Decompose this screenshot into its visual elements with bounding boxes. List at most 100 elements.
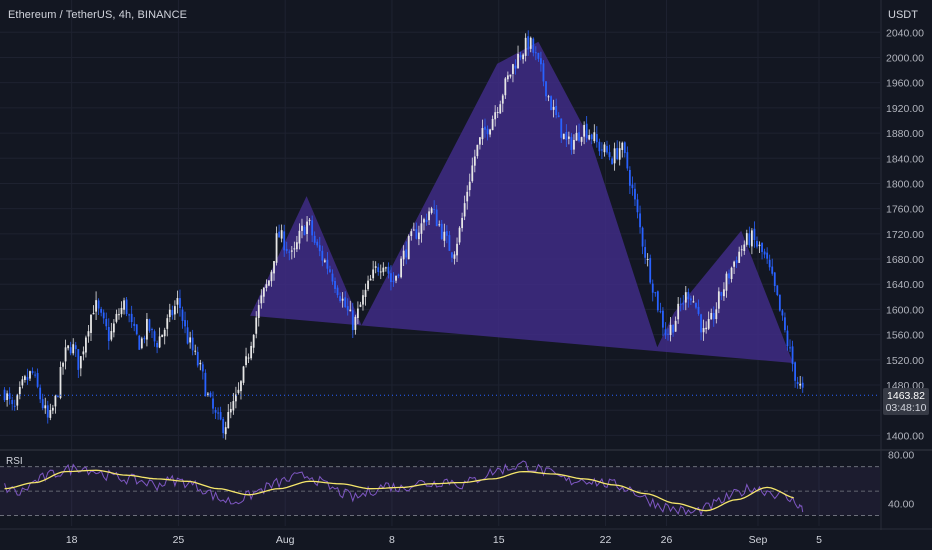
- candle-body: [656, 291, 659, 311]
- candle-down: [756, 236, 758, 249]
- candles: [3, 30, 804, 440]
- candle-down: [128, 313, 131, 323]
- candle-body: [456, 243, 458, 256]
- candle-body: [67, 345, 70, 349]
- candle-body: [265, 284, 268, 288]
- candle-down: [545, 81, 547, 101]
- candle-down: [390, 265, 392, 291]
- candle-body: [49, 410, 52, 418]
- candle-up: [173, 300, 176, 321]
- candle-body: [715, 309, 718, 320]
- candle-body: [77, 349, 80, 370]
- candle-down: [641, 226, 644, 255]
- candle-body: [295, 242, 298, 250]
- candle-down: [105, 312, 108, 331]
- candle-down: [761, 242, 763, 260]
- candle-body: [730, 267, 733, 279]
- candle-body: [212, 398, 214, 409]
- candle-down: [415, 222, 418, 240]
- rsi-panel: [0, 460, 880, 517]
- candle-body: [191, 337, 194, 351]
- candle-up: [723, 282, 725, 301]
- candle-up: [95, 291, 97, 321]
- candle-body: [794, 362, 797, 381]
- candle-body: [234, 394, 237, 402]
- candle-body: [31, 371, 34, 373]
- candle-body: [641, 227, 644, 247]
- candle-up: [118, 308, 120, 320]
- candle-up: [158, 327, 161, 349]
- candle-down: [219, 406, 222, 421]
- candle-up: [707, 311, 710, 331]
- candle-body: [608, 152, 611, 158]
- candle-down: [654, 291, 657, 297]
- candle-up: [674, 316, 677, 332]
- candle-up: [758, 241, 761, 254]
- candle-down: [100, 306, 103, 317]
- candle-up: [491, 115, 494, 131]
- candle-down: [519, 51, 522, 61]
- candle-body: [369, 278, 372, 281]
- candle-body: [522, 54, 525, 60]
- candle-up: [112, 319, 115, 338]
- candle-down: [148, 318, 151, 333]
- candle-up: [567, 131, 570, 145]
- candle-body: [346, 306, 349, 311]
- candle-body: [593, 132, 596, 142]
- candle-up: [423, 217, 425, 231]
- rsi-line: [4, 460, 804, 517]
- candle-body: [743, 244, 746, 251]
- candle-body: [603, 144, 606, 153]
- candle-body: [750, 230, 753, 247]
- candle-body: [397, 274, 400, 277]
- candle-down: [217, 407, 219, 420]
- candle-down: [156, 340, 158, 354]
- candle-down: [595, 126, 598, 148]
- rsi-ma-line: [4, 469, 795, 512]
- candle-body: [552, 106, 555, 110]
- candle-body: [237, 389, 240, 393]
- candle-up: [593, 124, 596, 144]
- candle-body: [438, 224, 441, 226]
- candle-down: [667, 328, 669, 341]
- candle-up: [166, 314, 169, 337]
- price-tick-label: 1760.00: [886, 204, 924, 216]
- candle-body: [194, 350, 197, 352]
- candle-body: [224, 427, 227, 435]
- candle-down: [794, 361, 797, 388]
- candle-up: [496, 106, 499, 119]
- candle-down: [639, 205, 641, 234]
- candle-body: [532, 38, 535, 53]
- candle-body: [311, 220, 314, 236]
- candle-down: [440, 219, 443, 241]
- candle-down: [138, 334, 141, 350]
- candle-down: [601, 142, 603, 159]
- candle-up: [710, 308, 713, 320]
- candle-up: [72, 338, 75, 356]
- candle-up: [49, 403, 52, 421]
- candle-down: [222, 417, 225, 439]
- candle-down: [608, 144, 611, 161]
- candle-down: [537, 52, 540, 62]
- rsi-tick-label: 80.00: [888, 449, 914, 461]
- candle-body: [517, 53, 519, 69]
- candle-body: [664, 329, 667, 336]
- candle-body: [168, 309, 171, 318]
- candle-up: [237, 382, 240, 395]
- candle-body: [567, 136, 570, 139]
- candle-up: [16, 393, 19, 411]
- candle-down: [682, 295, 685, 310]
- candle-down: [636, 193, 639, 219]
- candle-body: [667, 333, 669, 335]
- candle-down: [486, 125, 489, 141]
- candle-down: [689, 295, 692, 305]
- candle-down: [143, 335, 146, 344]
- candle-body: [634, 188, 636, 200]
- candle-body: [151, 328, 153, 330]
- candle-body: [138, 335, 141, 350]
- candle-up: [240, 380, 242, 400]
- candle-down: [771, 258, 774, 276]
- candle-down: [656, 290, 659, 313]
